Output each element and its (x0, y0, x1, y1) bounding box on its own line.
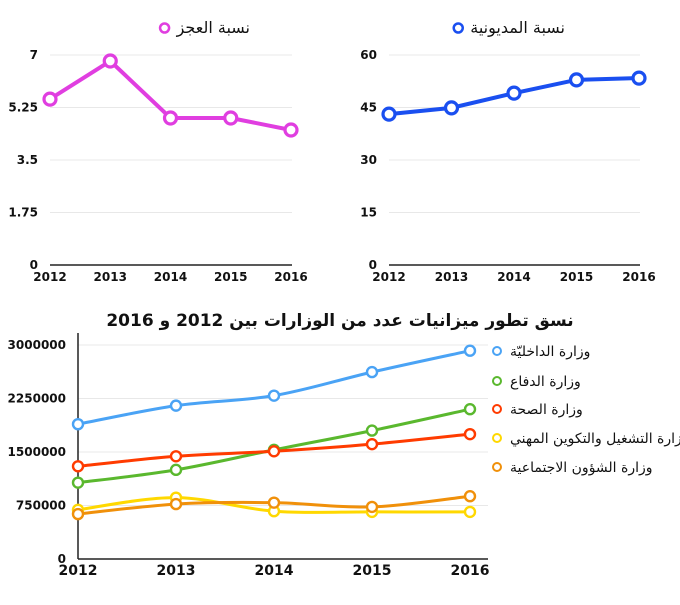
y-tick-label: 5.25 (8, 101, 38, 115)
y-tick-label: 2250000 (8, 392, 66, 406)
x-tick-label: 2012 (33, 270, 66, 284)
x-tick-label: 2013 (435, 270, 468, 284)
legend-label: وزارة الدفاع (510, 374, 581, 390)
data-point (365, 424, 379, 437)
data-point (162, 110, 179, 126)
legend-label: وزارة الصحة (510, 402, 583, 418)
legend-label: وزارة التشغيل والتكوين المهني (510, 431, 680, 447)
x-tick-label: 2015 (560, 270, 593, 284)
data-point (223, 110, 239, 126)
data-point (71, 417, 85, 431)
x-tick-label: 2014 (154, 270, 187, 284)
data-point (463, 505, 477, 519)
legend-marker (492, 433, 502, 443)
x-tick-label: 2014 (497, 270, 530, 284)
x-tick-label: 2012 (59, 563, 98, 579)
chart-title: نسق تطور ميزانيات عدد من الوزارات بين 20… (106, 311, 573, 331)
y-tick-label: 1500000 (8, 445, 66, 459)
y-tick-label: 0 (58, 552, 66, 566)
legend-marker (492, 404, 502, 414)
data-point (169, 399, 183, 412)
legend-marker (492, 462, 502, 472)
y-tick-label: 7 (30, 48, 38, 62)
x-tick-label: 2016 (274, 270, 307, 284)
chart-0: 0 1.75 3.5 5.25 7 2012 2013 2014 2015 2016 نسبة ال… (8, 18, 307, 284)
data-point (71, 476, 85, 489)
x-tick-label: 2013 (94, 270, 127, 284)
x-tick-label: 2015 (353, 563, 392, 579)
data-point (283, 122, 299, 138)
data-point (506, 85, 522, 101)
x-tick-label: 2012 (372, 270, 405, 284)
legend-marker (158, 22, 171, 34)
y-tick-label: 0 (369, 258, 377, 272)
data-point (463, 427, 477, 441)
x-tick-label: 2016 (622, 270, 655, 284)
x-tick-label: 2013 (157, 563, 196, 579)
data-point (365, 365, 379, 379)
data-point (631, 70, 647, 86)
x-tick-label: 2016 (451, 563, 490, 579)
legend-label: وزارة الداخليّة (510, 344, 590, 360)
data-point (267, 389, 281, 402)
data-point (365, 500, 379, 514)
data-point (568, 72, 585, 88)
legend-label: وزارة الشؤون الاجتماعية (510, 460, 653, 476)
series-line (77, 349, 471, 426)
chart-1: 0 15 30 45 60 2012 2013 2014 2015 2016 نسبة المديو… (360, 18, 655, 284)
data-point (463, 490, 477, 503)
legend-label: نسبة المديونية (470, 18, 565, 38)
data-point (169, 497, 183, 511)
y-tick-label: 45 (360, 101, 377, 115)
data-point (463, 403, 477, 416)
y-tick-label: 3.5 (17, 153, 38, 167)
data-point (169, 463, 183, 477)
y-tick-label: 750000 (16, 499, 66, 513)
data-point (169, 450, 183, 463)
y-tick-label: 60 (360, 48, 377, 62)
data-point (365, 437, 379, 451)
y-tick-label: 1.75 (8, 206, 38, 220)
legend-marker (452, 22, 464, 34)
legend-marker (492, 376, 502, 386)
legend-marker (492, 346, 502, 356)
data-point (463, 344, 477, 357)
data-point (267, 445, 281, 458)
y-tick-label: 30 (360, 153, 377, 167)
chart-2: 0 750000 1500000 2250000 3000000 2012 2013 2014… (8, 311, 680, 579)
data-point (381, 106, 397, 122)
y-tick-label: 3000000 (8, 338, 66, 352)
legend-label: نسبة العجز (176, 18, 250, 38)
y-tick-label: 0 (30, 258, 38, 272)
data-point (443, 100, 460, 116)
x-tick-label: 2015 (214, 270, 247, 284)
data-point (267, 496, 281, 509)
data-point (102, 53, 118, 69)
x-tick-label: 2014 (255, 563, 294, 579)
data-point (71, 507, 85, 521)
data-point (42, 91, 58, 107)
data-point (71, 460, 85, 473)
y-tick-label: 15 (360, 206, 377, 220)
